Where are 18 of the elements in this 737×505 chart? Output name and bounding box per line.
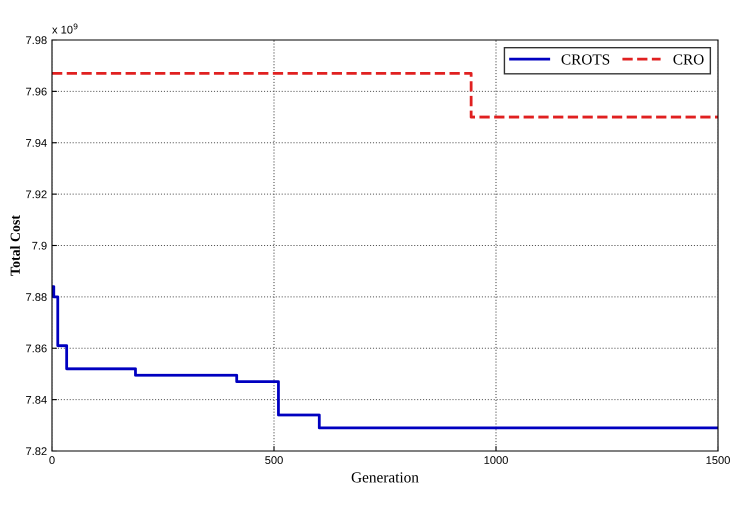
y-tick-label: 7.82	[26, 447, 47, 456]
x-tick-label: 1500	[706, 456, 730, 464]
y-tick-label: 7.86	[26, 344, 47, 352]
x-tick-label: 1000	[484, 456, 508, 464]
x-tick-label: 500	[265, 456, 283, 464]
y-tick-label: 7.94	[26, 139, 47, 147]
x-tick-label: 0	[49, 456, 55, 464]
x-axis-title: Generation	[352, 472, 419, 483]
y-tick-label: 7.84	[26, 396, 47, 404]
legend-label: CROTS	[562, 54, 610, 65]
y-tick-label: 7.98	[26, 36, 47, 44]
text: x 10$^{9}$	[52, 23, 78, 34]
y-tick-label: 7.96	[26, 88, 47, 96]
y-tick-label: 7.9	[32, 242, 47, 250]
y-axis-title: Total Cost	[10, 215, 20, 276]
legend-label: CRO	[673, 54, 704, 65]
y-tick-label: 7.92	[26, 190, 47, 198]
y-tick-label: 7.88	[26, 293, 47, 302]
